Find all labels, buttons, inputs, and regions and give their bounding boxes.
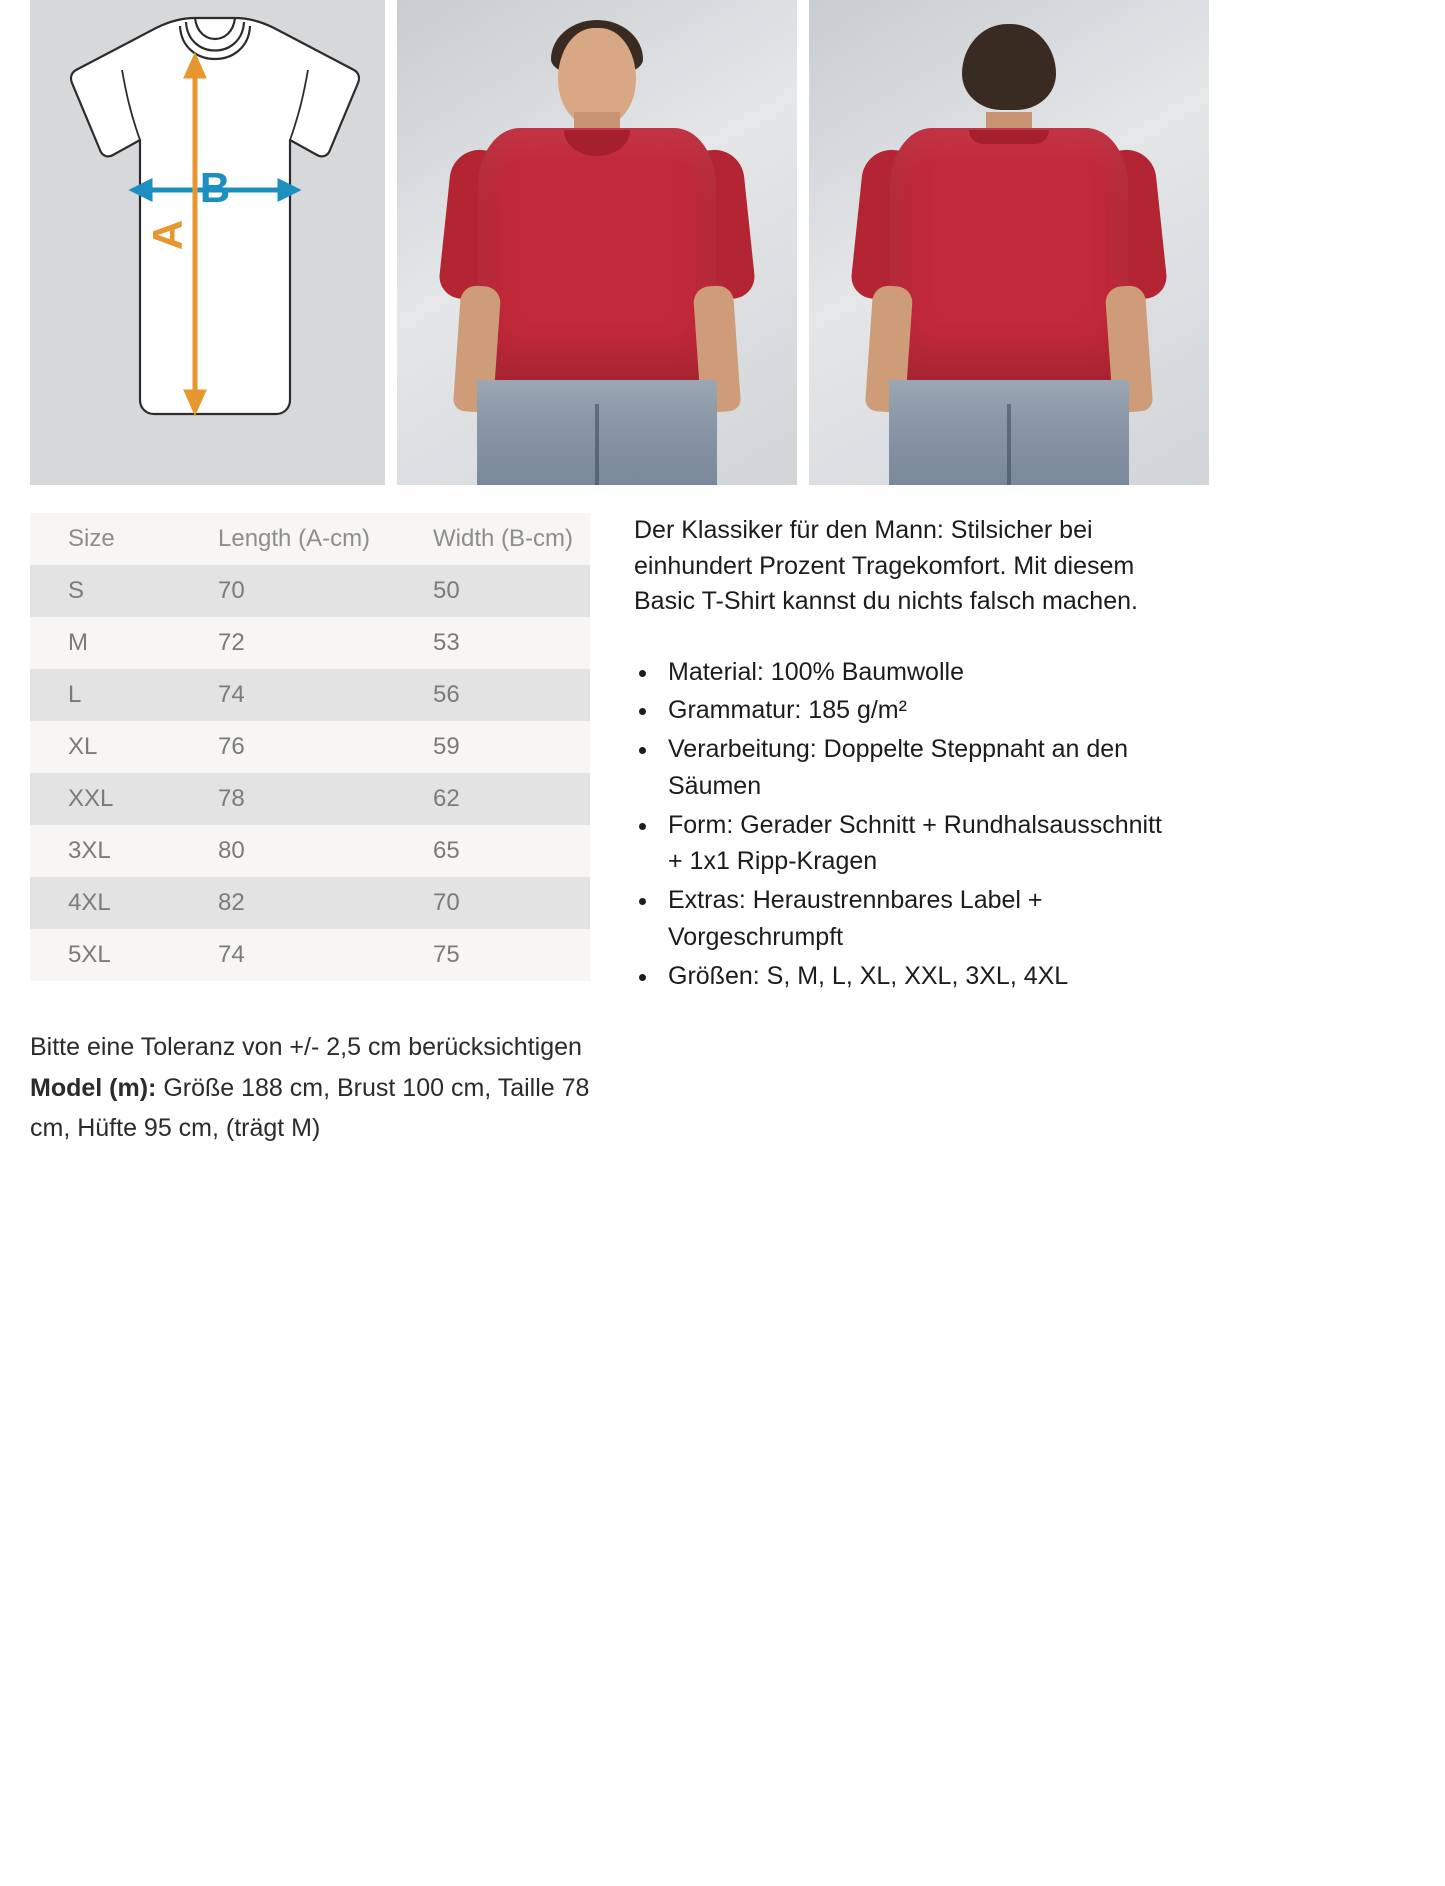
cell-length: 72 (218, 629, 245, 656)
model-label: Model (m): (30, 1073, 157, 1102)
model-note: Model (m): Größe 188 cm, Brust 100 cm, T… (30, 1068, 590, 1149)
cell-size: 4XL (68, 889, 111, 916)
list-item: Grammatur: 185 g/m² (660, 692, 1179, 729)
cell-size: M (68, 629, 88, 656)
cell-width: 70 (433, 889, 460, 916)
cell-size: XXL (68, 785, 114, 812)
cell-width: 65 (433, 837, 460, 864)
cell-width: 59 (433, 733, 460, 760)
model-hair-back (962, 24, 1056, 110)
cell-width: 50 (433, 577, 460, 604)
table-row: 5XL 74 75 (30, 929, 590, 981)
description-column: Der Klassiker für den Mann: Stilsicher b… (634, 513, 1179, 996)
model-measurements: Größe 188 cm, Brust 100 cm, Taille 78 cm… (30, 1073, 590, 1143)
list-item: Extras: Heraustrennbares Label + Vorgesc… (660, 882, 1179, 956)
size-chart-body: S 70 50 M 72 53 L 74 56 XL 76 59 (30, 565, 590, 981)
model-jeans-back (889, 380, 1129, 485)
cell-length: 80 (218, 837, 245, 864)
cell-width: 62 (433, 785, 460, 812)
list-item: Größen: S, M, L, XL, XXL, 3XL, 4XL (660, 958, 1179, 995)
cell-length: 70 (218, 577, 245, 604)
table-row: 4XL 82 70 (30, 877, 590, 929)
table-row: XL 76 59 (30, 721, 590, 773)
cell-size: XL (68, 733, 98, 760)
cell-length: 78 (218, 785, 245, 812)
product-image-strip: B A (0, 0, 1445, 485)
model-head (558, 28, 636, 126)
feature-list: Material: 100% Baumwolle Grammatur: 185 … (634, 654, 1179, 995)
description-intro: Der Klassiker für den Mann: Stilsicher b… (634, 516, 1138, 615)
size-chart-column: Size Length (A-cm) Width (B-cm) S 70 50 … (30, 513, 590, 1149)
list-item: Verarbeitung: Doppelte Steppnaht an den … (660, 731, 1179, 805)
cell-width: 75 (433, 941, 460, 968)
measurement-diagram-panel: B A (30, 0, 385, 485)
table-row: L 74 56 (30, 669, 590, 721)
shirt-body-back (890, 128, 1128, 390)
measure-a-arrow (183, 51, 207, 417)
list-item: Material: 100% Baumwolle (660, 654, 1179, 691)
model-back-photo (809, 0, 1209, 485)
shirt-collar-back (969, 130, 1049, 144)
table-header-row: Size Length (A-cm) Width (B-cm) (30, 513, 590, 565)
cell-width: 56 (433, 681, 460, 708)
measure-b-arrow (128, 177, 302, 203)
cell-size: 3XL (68, 837, 111, 864)
cell-length: 74 (218, 941, 245, 968)
model-jeans (477, 380, 717, 485)
shirt-body (478, 128, 716, 390)
header-length: Length (A-cm) (218, 525, 371, 552)
table-row: XXL 78 62 (30, 773, 590, 825)
header-size: Size (68, 525, 115, 552)
cell-length: 76 (218, 733, 245, 760)
product-info-area: Size Length (A-cm) Width (B-cm) S 70 50 … (0, 513, 1445, 1149)
tshirt-diagram-icon: B A (69, 16, 361, 417)
cell-length: 74 (218, 681, 245, 708)
cell-size: 5XL (68, 941, 111, 968)
table-row: 3XL 80 65 (30, 825, 590, 877)
cell-length: 82 (218, 889, 245, 916)
cell-size: L (68, 681, 82, 708)
cell-size: S (68, 577, 85, 604)
model-front-photo (397, 0, 797, 485)
size-notes: Bitte eine Toleranz von +/- 2,5 cm berüc… (30, 1027, 590, 1149)
measure-a-label: A (144, 220, 191, 250)
table-row: M 72 53 (30, 617, 590, 669)
table-row: S 70 50 (30, 565, 590, 617)
measure-b-label: B (200, 164, 230, 211)
header-width: Width (B-cm) (433, 525, 573, 552)
cell-width: 53 (433, 629, 460, 656)
tolerance-note: Bitte eine Toleranz von +/- 2,5 cm berüc… (30, 1033, 582, 1061)
size-chart-table: Size Length (A-cm) Width (B-cm) S 70 50 … (30, 513, 590, 981)
list-item: Form: Gerader Schnitt + Rundhalsausschni… (660, 807, 1179, 881)
